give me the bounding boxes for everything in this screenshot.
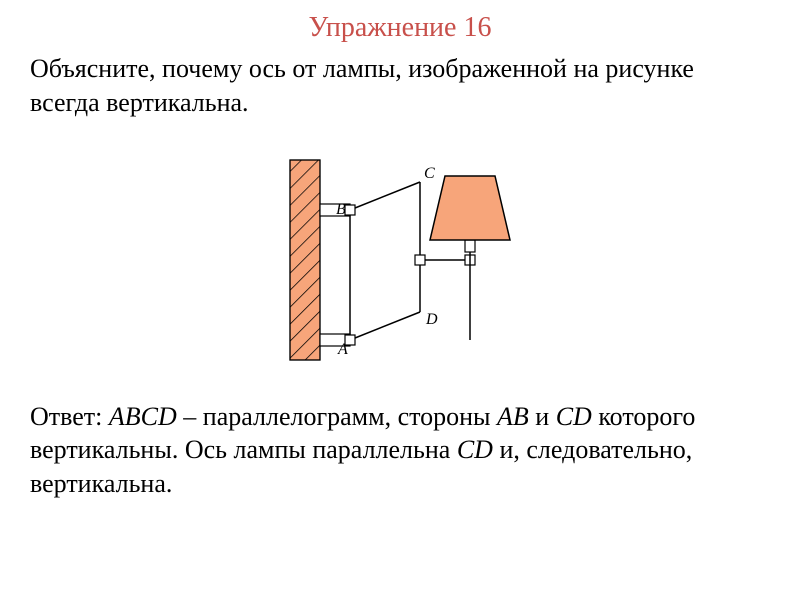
- svg-text:C: C: [424, 165, 435, 182]
- answer-t2: – параллелограмм, стороны: [177, 402, 497, 431]
- svg-text:A: A: [337, 341, 348, 358]
- answer-ab: AB: [497, 402, 529, 431]
- exercise-title: Упражнение 16: [0, 0, 800, 44]
- svg-text:D: D: [425, 311, 438, 328]
- answer-abcd: ABCD: [109, 402, 177, 431]
- lamp-diagram: A B C D: [270, 140, 530, 370]
- answer-cd2: CD: [457, 435, 493, 464]
- answer-label: Ответ:: [30, 402, 109, 431]
- problem-statement: Объясните, почему ось от лампы, изображе…: [0, 44, 800, 120]
- svg-text:B: B: [336, 201, 346, 218]
- diagram-wrapper: A B C D: [0, 120, 800, 390]
- answer-t4: и: [529, 402, 556, 431]
- answer-cd: CD: [556, 402, 592, 431]
- answer-block: Ответ: ABCD – параллелограмм, стороны AB…: [0, 390, 800, 501]
